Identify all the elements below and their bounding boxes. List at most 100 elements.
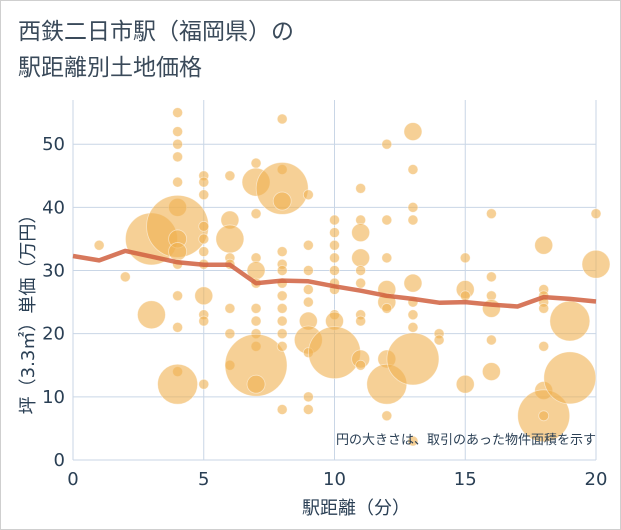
x-axis-title: 駅距離（分） xyxy=(302,498,410,519)
bubble-layer xyxy=(93,107,611,447)
bubble-point-83 xyxy=(355,183,367,194)
bubble-point-28 xyxy=(198,378,210,390)
bubble-point-92 xyxy=(355,359,367,371)
title-line-1: 西鉄二日市駅（福岡県）の xyxy=(18,19,294,45)
bubble-point-132 xyxy=(538,410,550,422)
bubble-point-29 xyxy=(224,170,236,182)
bubble-point-39 xyxy=(250,208,262,220)
bubble-point-101 xyxy=(381,410,393,422)
bubble-point-58 xyxy=(276,303,288,314)
x-tick-label-3: 15 xyxy=(454,469,477,490)
trend-layer xyxy=(72,248,597,309)
bubble-point-48 xyxy=(246,374,266,394)
bubble-point-59 xyxy=(276,315,288,327)
y-tick-label-3: 30 xyxy=(42,261,65,282)
bubble-point-103 xyxy=(407,164,419,175)
bubble-point-102 xyxy=(403,122,423,141)
bubble-point-44 xyxy=(250,315,262,327)
bubble-point-123 xyxy=(481,362,501,381)
bubble-point-108 xyxy=(407,309,419,321)
bubble-point-133 xyxy=(549,300,591,342)
bubble-point-135 xyxy=(590,208,602,220)
bubble-point-12 xyxy=(168,242,188,261)
x-tick-label-1: 5 xyxy=(198,469,209,490)
bubble-point-65 xyxy=(302,265,314,276)
bubble-point-136 xyxy=(581,249,611,279)
title-line-2: 駅距離別土地価格 xyxy=(18,55,202,81)
bubble-point-117 xyxy=(455,374,475,394)
y-tick-label-0: 0 xyxy=(54,450,65,471)
bubble-point-55 xyxy=(276,265,288,276)
bubble-point-90 xyxy=(355,315,367,327)
bubble-point-122 xyxy=(485,334,497,346)
bubble-point-64 xyxy=(302,239,314,251)
bubble-point-21 xyxy=(198,220,210,232)
y-tick-labels: 0 10 20 30 40 50 xyxy=(42,134,65,471)
y-tick-label-2: 20 xyxy=(42,324,65,345)
bubble-point-37 xyxy=(250,157,262,169)
bubble-point-52 xyxy=(272,191,292,211)
bubble-point-105 xyxy=(407,214,419,226)
bubble-point-85 xyxy=(351,223,371,243)
bubble-point-62 xyxy=(276,404,288,415)
bubble-point-14 xyxy=(172,290,184,302)
x-tick-label-0: 0 xyxy=(67,469,78,490)
bubble-point-17 xyxy=(157,363,199,405)
bubble-point-0 xyxy=(93,239,105,251)
bubble-point-82 xyxy=(308,326,361,380)
bubble-point-19 xyxy=(198,176,210,188)
bubble-point-3 xyxy=(137,300,166,330)
bubble-point-5 xyxy=(172,126,184,137)
bubble-point-86 xyxy=(351,248,371,268)
y-tick-label-5: 50 xyxy=(42,134,65,155)
bubble-point-60 xyxy=(276,328,288,340)
bubble-point-53 xyxy=(276,246,288,257)
bubble-point-67 xyxy=(302,296,314,308)
bubble-point-20 xyxy=(198,189,210,201)
bubble-point-27 xyxy=(198,315,210,327)
bubble-point-129 xyxy=(538,340,550,352)
bubble-point-128 xyxy=(538,303,550,314)
bubble-size-note: 円の大きさは、取引のあった物件面積を示す xyxy=(336,433,596,448)
bubble-point-57 xyxy=(276,290,288,302)
bubble-point-94 xyxy=(381,214,393,226)
bubble-point-76 xyxy=(329,252,340,264)
bubble-point-7 xyxy=(172,151,184,163)
y-axis-title: 坪（3.3㎡）単価（万円） xyxy=(17,206,39,415)
bubble-point-31 xyxy=(215,224,245,254)
bubble-point-110 xyxy=(386,332,440,386)
bubble-point-61 xyxy=(276,340,288,352)
bubble-point-49 xyxy=(276,113,288,125)
bubble-point-74 xyxy=(329,227,340,239)
bubble-point-114 xyxy=(459,252,471,264)
bubble-point-66 xyxy=(302,284,314,295)
bubble-point-71 xyxy=(302,391,314,403)
trend-line xyxy=(72,248,597,309)
bubble-point-23 xyxy=(198,246,210,257)
bubble-point-43 xyxy=(250,303,262,314)
bubble-point-116 xyxy=(459,290,471,302)
bubble-point-134 xyxy=(543,351,597,405)
bubble-point-124 xyxy=(534,235,554,255)
bubble-point-47 xyxy=(224,333,288,397)
y-tick-label-4: 40 xyxy=(42,197,65,218)
bubble-point-93 xyxy=(381,138,393,150)
bubble-point-6 xyxy=(172,138,184,150)
bubble-point-35 xyxy=(224,328,236,340)
bubble-point-4 xyxy=(172,107,184,119)
bubble-point-109 xyxy=(407,321,419,333)
bubble-point-8 xyxy=(172,176,184,188)
bubble-point-106 xyxy=(403,273,423,293)
bubble-point-72 xyxy=(302,404,314,415)
x-tick-labels: 0 5 10 15 20 xyxy=(67,469,607,490)
bubble-point-104 xyxy=(407,201,419,213)
bubble-point-113 xyxy=(433,334,445,346)
bubble-point-22 xyxy=(198,233,210,245)
bubble-point-63 xyxy=(302,189,314,201)
bubble-point-73 xyxy=(329,214,340,226)
bubble-point-119 xyxy=(485,271,497,283)
x-tick-label-2: 10 xyxy=(323,469,346,490)
chart-title: 西鉄二日市駅（福岡県）の 駅距離別土地価格 xyxy=(18,14,294,86)
